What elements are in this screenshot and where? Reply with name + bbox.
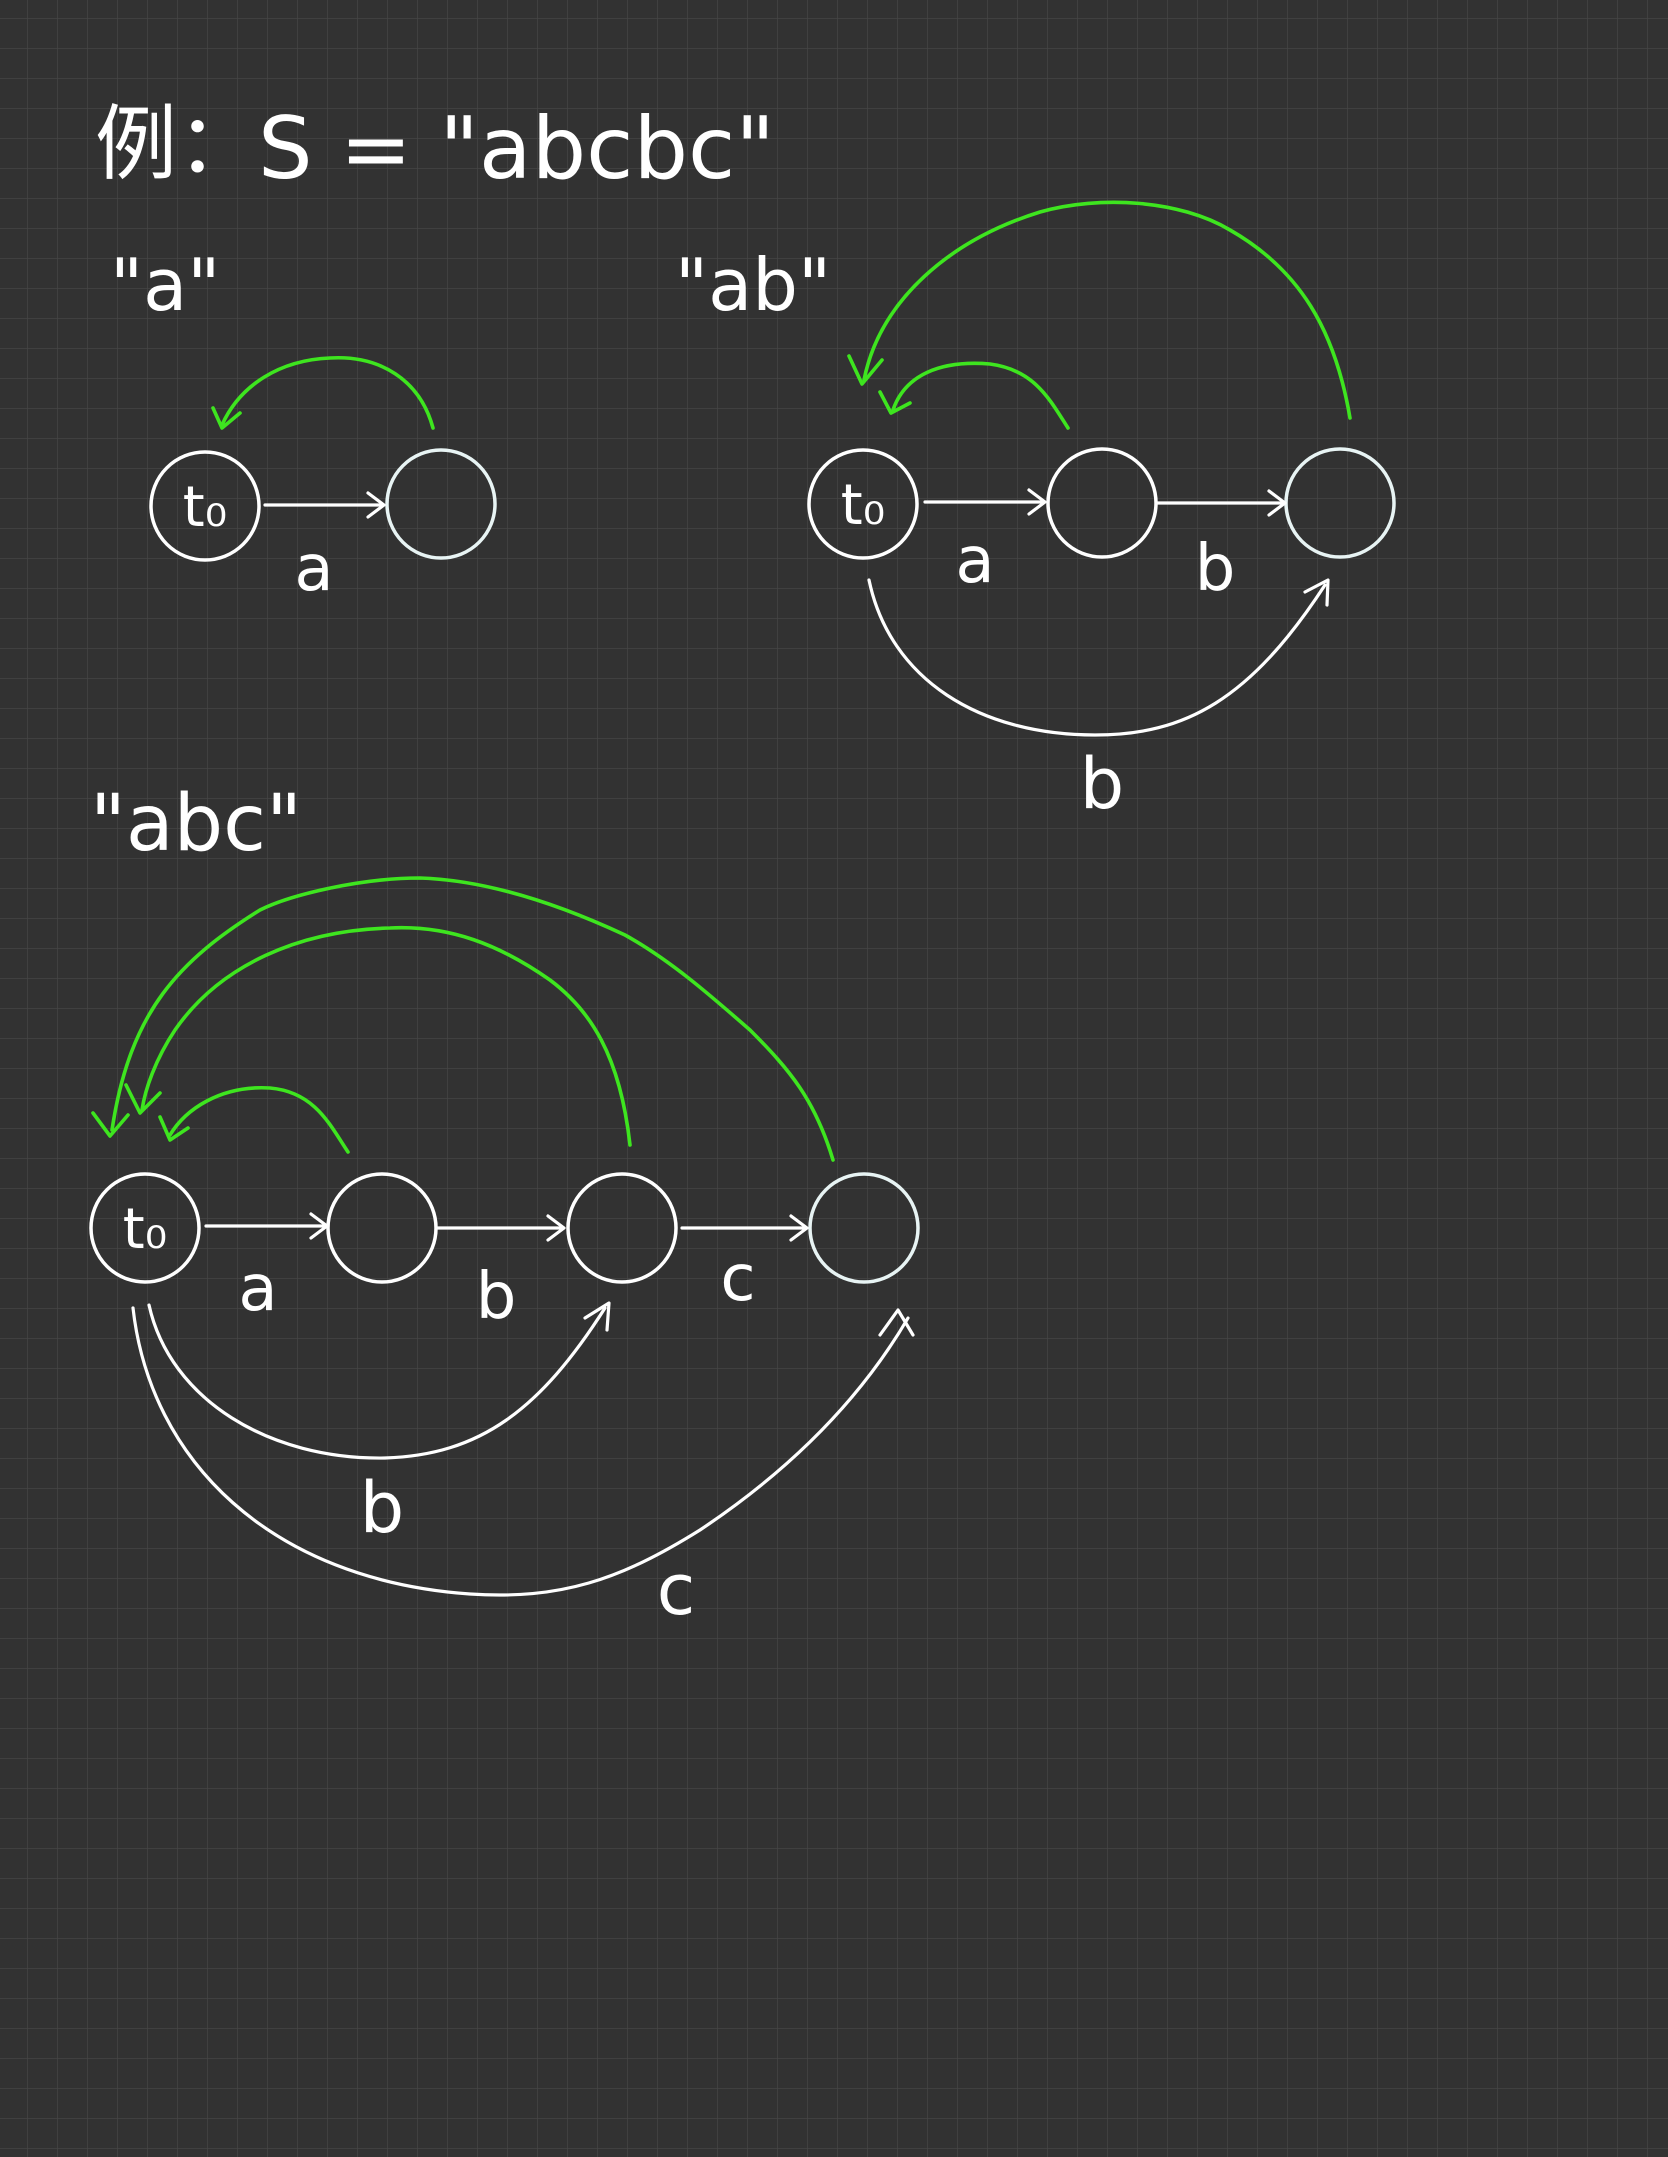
diagram-a-edge-a-label: a [294, 532, 333, 606]
diagram-a-suffix-link [220, 356, 435, 430]
diagram-ab-edge-b-arrowhead [1267, 489, 1287, 517]
diagram-ab-edge-a-label: a [955, 524, 994, 598]
title-prefix: 例： [95, 97, 259, 192]
diagram-a-state-accept [385, 448, 497, 560]
diagram-a-edge-a-arrowhead [366, 491, 386, 519]
diagram-ab-edge-b-skip [867, 578, 1327, 737]
diagram-abc-edge-b-skip [147, 1303, 607, 1460]
diagram-ab-suffix-link-2 [862, 200, 1352, 420]
diagram-abc-edge-c-label: c [720, 1242, 755, 1316]
diagram-abc: "abc" t₀ a b c b c [89, 779, 920, 1631]
diagram-a-label: "a" [110, 243, 220, 327]
title: 例： S = "abcbc" [95, 97, 775, 199]
diagram-abc-state-1 [326, 1172, 438, 1284]
diagram-a-suffix-link-arrowhead [211, 406, 242, 430]
diagram-a-state-start [149, 450, 261, 562]
diagram-abc-suffix-link-3-arrowhead [91, 1111, 130, 1138]
diagram-ab-suffix-link-1 [891, 361, 1070, 430]
diagram-a-start-label: t₀ [183, 475, 227, 540]
diagram-abc-state-2 [566, 1172, 678, 1284]
diagram-abc-edge-b-skip-arrowhead [583, 1301, 611, 1332]
diagram-ab-edge-a-arrowhead [1027, 488, 1047, 516]
diagram-ab-label: "ab" [675, 243, 831, 327]
diagram-ab-suffix-link-1-arrowhead [878, 390, 912, 415]
diagram-abc-start-label: t₀ [123, 1197, 167, 1262]
diagram-abc-edge-c-skip [131, 1306, 910, 1597]
diagram-abc-suffix-link-2-arrowhead [124, 1083, 162, 1115]
diagram-ab: "ab" t₀ a b b [675, 200, 1396, 825]
diagram-abc-suffix-link-2 [140, 925, 632, 1147]
diagram-abc-state-accept [808, 1172, 920, 1284]
diagram-ab-suffix-link-2-arrowhead [847, 354, 884, 386]
diagram-ab-edge-b-skip-label: b [1080, 743, 1124, 825]
diagram-abc-state-start [89, 1172, 201, 1284]
diagram-abc-edge-c-skip-label: c [657, 1549, 696, 1631]
diagram-abc-edge-c-arrowhead [789, 1214, 809, 1242]
diagram-abc-edge-a-arrowhead [309, 1212, 329, 1240]
diagram-ab-edge-b-label: b [1195, 532, 1236, 606]
diagram-ab-start-label: t₀ [841, 473, 885, 538]
diagram-ab-edge-b-skip-arrowhead [1303, 578, 1330, 607]
diagram-abc-edge-b-arrowhead [546, 1214, 566, 1242]
diagram-abc-edge-a-label: a [238, 1252, 277, 1326]
diagram-abc-edge-b-skip-label: b [360, 1467, 404, 1549]
diagram-a: "a" t₀ a [110, 243, 497, 606]
diagram-ab-state-start [807, 448, 919, 560]
diagram-abc-suffix-link-1-arrowhead [158, 1115, 190, 1142]
diagram-abc-edge-c-skip-arrowhead [878, 1308, 915, 1337]
diagram-abc-suffix-link-1 [168, 1086, 350, 1154]
diagram-abc-label: "abc" [90, 779, 302, 869]
diagram-abc-suffix-link-3 [110, 876, 835, 1162]
title-string: S = "abcbc" [258, 99, 775, 199]
diagram-abc-edge-b-label: b [476, 1260, 517, 1334]
